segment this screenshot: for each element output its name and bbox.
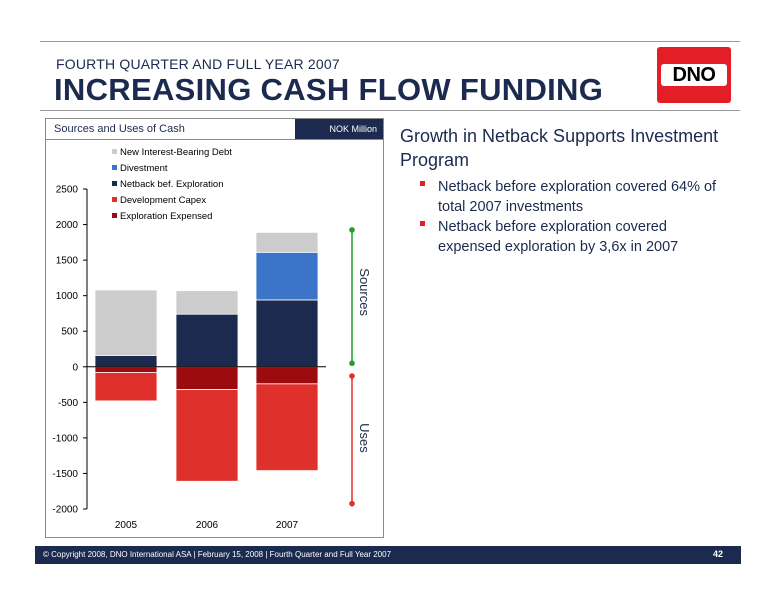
x-tick-label: 2006 [196,520,219,531]
y-tick-label: -500 [58,398,78,409]
bullet-text: Netback before exploration covered 64% o… [438,179,717,215]
chart-title: Sources and Uses of Cash [54,123,185,135]
legend-label: Divestment [120,163,168,174]
bar-segment [175,290,239,315]
slide-subtitle: FOURTH QUARTER AND FULL YEAR 2007 [56,56,340,72]
bar-segment [94,354,158,368]
bar-segment [255,251,319,301]
bar-segment [255,383,319,472]
bar-segment [255,231,319,253]
sources-label: Sources [357,268,372,316]
bar-segment [94,289,158,356]
legend-swatch [112,165,117,170]
bar-segment [175,313,239,368]
bar-segment [94,372,158,402]
chart-header: Sources and Uses of Cash NOK Million [46,119,383,140]
uses-dot-bottom [349,500,355,507]
uses-label: Uses [357,423,372,453]
bar-segment [175,389,239,482]
legend-swatch [112,197,117,202]
page-number: 42 [712,549,723,559]
legend-swatch [112,181,117,186]
y-tick-label: -1500 [52,469,78,480]
panel-heading: Growth in Netback Supports Investment Pr… [400,126,719,170]
x-tick-label: 2007 [276,520,299,531]
y-tick-label: 0 [72,362,78,373]
bar-segment [94,366,158,373]
bar-segment [175,366,239,390]
bullet-square-icon [420,221,425,226]
footer-bar: © Copyright 2008, DNO International ASA … [35,546,741,564]
legend-label: Exploration Expensed [120,211,212,222]
title-rule [40,110,740,111]
bar-segment [255,299,319,368]
y-tick-label: -2000 [52,505,78,516]
top-rule [40,41,740,42]
cash-flow-chart: -2000 -1500 -1000 -500 0 500 1000 1500 2000 2500 2… [52,147,372,531]
dno-logo: DNO [657,47,731,103]
slide-title: INCREASING CASH FLOW FUNDING [54,72,604,107]
y-tick-label: 2000 [56,220,79,231]
legend-swatch [112,213,117,218]
bullet-square-icon [420,181,425,186]
unit-label: NOK Million [329,124,377,134]
uses-dot-top [349,373,355,379]
sources-dot-top [349,227,355,233]
chart-box: -2000 -1500 -1000 -500 0 500 1000 1500 2000 2500 2… [45,118,384,538]
dno-logo-text: DNO [661,64,727,86]
bar-segment [255,366,319,385]
y-tick-label: 1500 [56,256,79,267]
y-tick-label: -1000 [52,433,78,444]
sources-dot-bottom [349,360,355,367]
footer-copyright: © Copyright 2008, DNO International ASA … [43,550,392,559]
unit-box: NOK Million [295,119,383,139]
y-tick-label: 1000 [56,291,79,302]
bullet-text: Netback before exploration covered expen… [438,219,679,255]
legend-swatch [112,149,117,154]
y-tick-label: 500 [61,327,78,338]
legend-label: New Interest-Bearing Debt [120,147,232,158]
x-tick-label: 2005 [115,520,138,531]
y-tick-label: 2500 [56,185,79,196]
legend-label: Development Capex [120,195,206,206]
legend-label: Netback bef. Exploration [120,179,224,190]
